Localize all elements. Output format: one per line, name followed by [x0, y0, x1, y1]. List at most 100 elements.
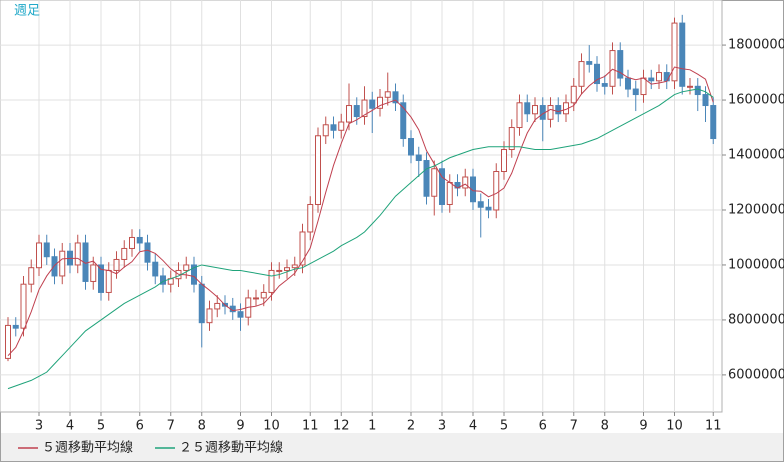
candle-body — [315, 135, 321, 205]
candle-body — [431, 168, 438, 197]
x-tick-label: 1 — [368, 419, 376, 434]
candle-body — [617, 50, 624, 79]
candle-body — [291, 264, 298, 269]
x-tick-label: 8 — [198, 419, 206, 434]
candle-body — [260, 291, 267, 299]
candle-body — [570, 85, 577, 104]
candle-body — [625, 77, 631, 90]
x-tick-label: 9 — [236, 419, 244, 434]
x-tick-label: 3 — [438, 419, 446, 434]
x-tick-label: 10 — [263, 419, 280, 434]
candle-body — [36, 242, 42, 269]
candle-body — [702, 94, 709, 107]
x-tick-label: 5 — [500, 419, 508, 434]
y-tick-label: 12000000 — [728, 202, 784, 217]
candle-body — [369, 99, 376, 109]
moving-average-line — [7, 66, 714, 356]
candle-body — [377, 96, 383, 109]
x-tick-label: 4 — [469, 419, 477, 434]
x-tick-label: 8 — [601, 419, 609, 434]
candle-body — [694, 85, 701, 96]
x-tick-label: 6 — [136, 419, 144, 434]
candle-body — [307, 203, 314, 233]
candle-body — [206, 308, 213, 324]
candle-body — [710, 105, 717, 140]
candle-body — [121, 247, 128, 260]
candle-body — [439, 168, 445, 205]
candle-body — [663, 72, 670, 82]
candle-body — [477, 201, 484, 208]
candle-body — [524, 102, 531, 115]
labels: 6000000800000010000000120000001400000016… — [18, 38, 784, 456]
x-tick-label: 11 — [705, 419, 722, 434]
candle-body — [501, 149, 507, 173]
legend-label: ５週移動平均線 — [42, 440, 133, 456]
candle-body — [144, 242, 151, 263]
candle-body — [446, 182, 453, 205]
candle-body — [555, 105, 562, 115]
candle-body — [516, 102, 523, 129]
candle-body — [198, 283, 205, 324]
candle-body — [338, 121, 345, 131]
candle-body — [586, 61, 593, 65]
candle-body — [392, 91, 399, 104]
candle-body — [105, 269, 112, 293]
candle-body — [346, 105, 352, 123]
candle-body — [253, 297, 259, 300]
x-tick-label: 3 — [35, 419, 43, 434]
candle-body — [687, 85, 693, 88]
candle-body — [28, 267, 35, 285]
plot-area — [0, 0, 723, 413]
x-tick-label: 7 — [570, 419, 578, 434]
candle-body — [656, 72, 662, 82]
candle-body — [532, 105, 538, 115]
legend-label: ２５週移動平均線 — [179, 440, 283, 456]
candle-body — [322, 124, 329, 137]
candle-body — [423, 160, 430, 197]
x-tick-label: 10 — [666, 419, 683, 434]
candle-body — [152, 261, 159, 277]
candle-body — [136, 236, 143, 244]
candle-body — [353, 105, 360, 118]
candle-body — [74, 242, 81, 266]
candle-body — [601, 83, 608, 87]
candle-body — [415, 154, 422, 162]
candle-body — [191, 264, 197, 285]
candle-body — [59, 250, 66, 277]
candle-body — [470, 176, 476, 203]
candle-body — [276, 269, 283, 272]
candle-body — [113, 258, 120, 271]
candle-body — [5, 324, 11, 359]
x-tick-label: 5 — [97, 419, 105, 434]
x-tick-label: 12 — [333, 419, 350, 434]
candle-body — [237, 311, 244, 318]
candle-body — [400, 102, 407, 140]
candle-body — [679, 22, 686, 87]
candle-body — [214, 302, 221, 310]
candle-body — [408, 138, 414, 156]
candle-body — [284, 267, 290, 271]
candle-body — [493, 171, 500, 211]
x-tick-label: 2 — [407, 419, 415, 434]
candle-body — [632, 88, 639, 96]
candle-body — [361, 99, 368, 118]
x-tick-label: 7 — [167, 419, 175, 434]
grid — [0, 0, 722, 412]
candle-body — [578, 61, 585, 87]
candle-body — [485, 206, 492, 211]
candle-body — [462, 176, 469, 189]
candle-body — [330, 124, 337, 131]
x-tick-label: 11 — [302, 419, 319, 434]
candle-body — [594, 63, 600, 85]
candle-body — [640, 77, 647, 96]
x-tick-label: 4 — [66, 419, 74, 434]
x-tick-label: 6 — [539, 419, 547, 434]
moving-average-line — [7, 88, 714, 390]
y-tick-label: 8000000 — [728, 312, 784, 327]
candle-body — [183, 264, 190, 271]
candle-body — [547, 105, 554, 120]
y-tick-label: 14000000 — [728, 148, 784, 163]
candle-body — [90, 264, 97, 282]
